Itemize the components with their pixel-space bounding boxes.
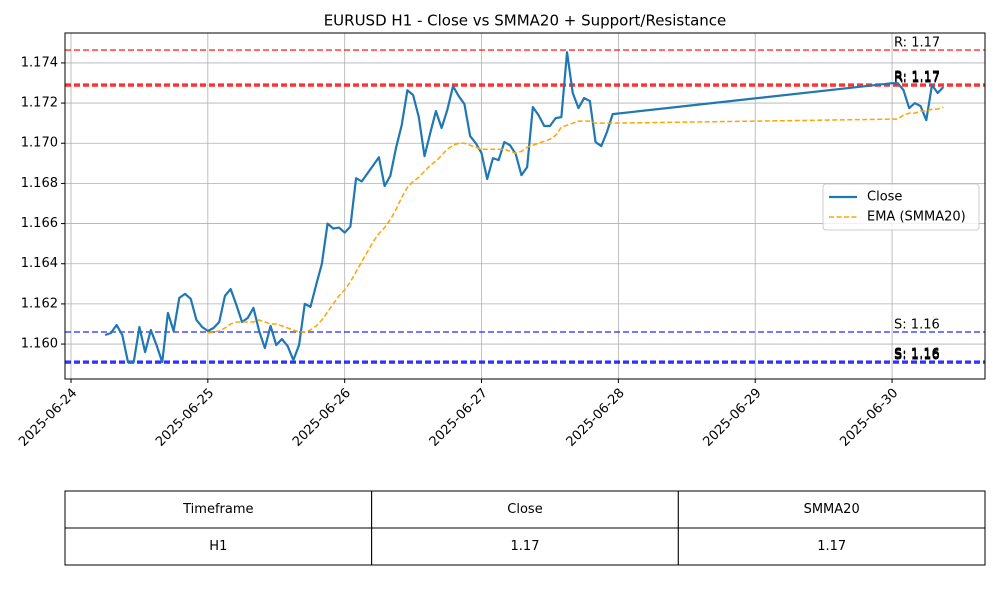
- table-text: Close: [507, 502, 542, 517]
- level-label: S: 1.16: [894, 348, 940, 363]
- series-line: [104, 51, 945, 364]
- table-text: 1.17: [817, 539, 846, 554]
- level-label: R: 1.17: [894, 36, 940, 51]
- level-label: S: 1.16: [894, 318, 940, 333]
- level-label: S: 1.16: [894, 347, 940, 362]
- legend: Close EMA (SMMA20): [822, 183, 980, 231]
- level-label: R: 1.17: [894, 70, 940, 85]
- legend-label: EMA (SMMA20): [867, 210, 966, 225]
- table-cell: [677, 490, 986, 529]
- y-tick-label: 1.162: [21, 296, 58, 311]
- table-cell: [677, 527, 986, 566]
- table-text: 1.17: [511, 539, 540, 554]
- y-tick-label: 1.172: [21, 96, 58, 111]
- plot-frame: [64, 32, 986, 380]
- series-line: [207, 106, 944, 334]
- y-tick-label: 1.160: [21, 337, 58, 352]
- y-tick-label: 1.166: [21, 216, 58, 231]
- table-text: Timeframe: [182, 502, 253, 517]
- table-cell: [64, 527, 373, 566]
- table-text: H1: [209, 539, 227, 554]
- table: Timeframe Close SMMA20 H1 1.17 1.17: [64, 490, 986, 566]
- table-cell: [371, 527, 679, 566]
- y-tick-label: 1.174: [21, 55, 58, 70]
- legend-label: Close: [867, 190, 902, 205]
- table-text: SMMA20: [804, 502, 860, 517]
- y-tick-label: 1.164: [21, 256, 58, 271]
- table-cell: [371, 490, 679, 529]
- level-label: R: 1.17: [894, 71, 940, 86]
- y-tick-label: 1.170: [21, 136, 58, 151]
- chart-title: EURUSD H1 - Close vs SMMA20 + Support/Re…: [324, 12, 727, 30]
- level-label: S: 1.16: [894, 349, 940, 364]
- y-tick-label: 1.168: [21, 176, 58, 191]
- level-label: R: 1.17: [894, 72, 940, 87]
- legend-frame: [822, 183, 980, 231]
